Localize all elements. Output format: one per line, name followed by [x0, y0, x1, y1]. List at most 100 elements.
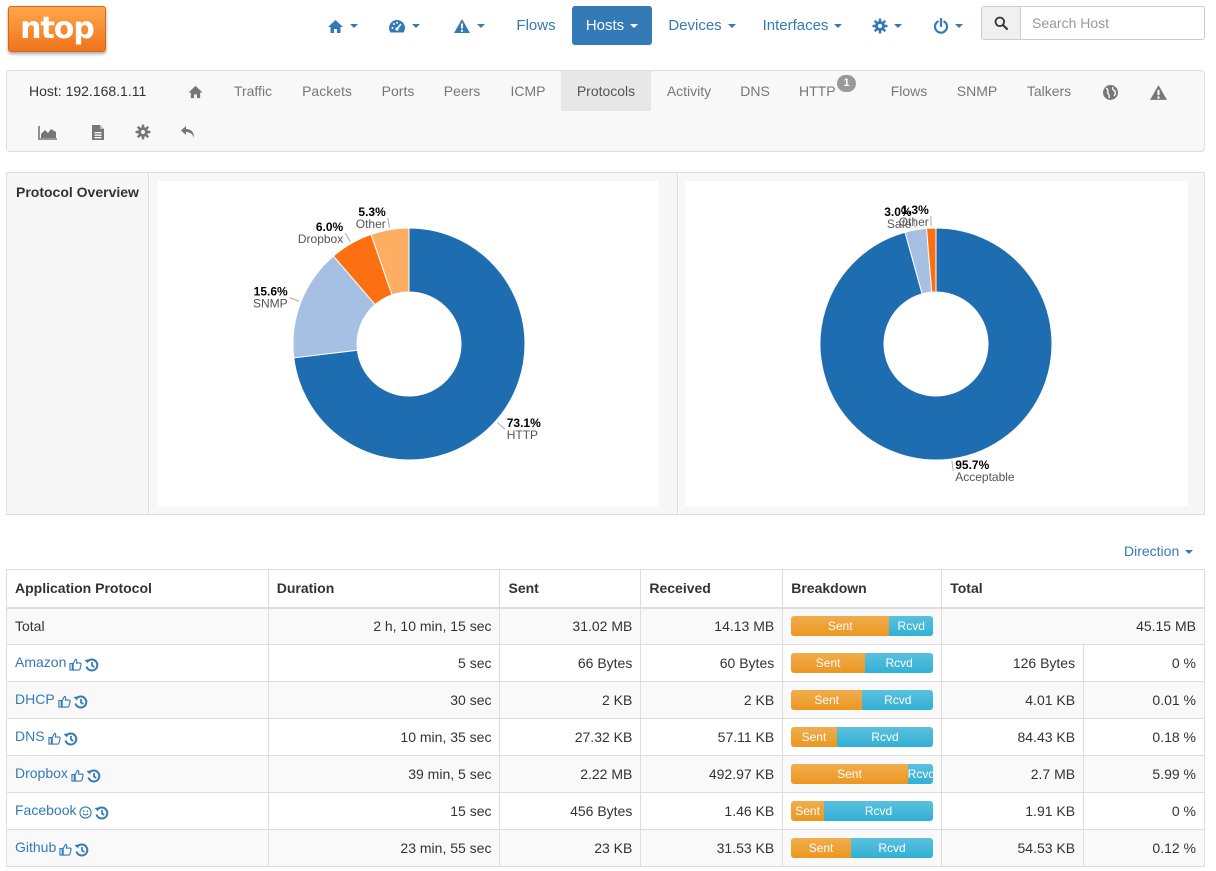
slice-other[interactable] [925, 227, 937, 293]
nav-interfaces-menu[interactable]: Interfaces [755, 6, 850, 45]
slice-name-label: Safe [887, 217, 912, 231]
nav-interfaces-label: Interfaces [762, 17, 829, 34]
protocol-link[interactable]: DNS [15, 728, 45, 745]
tab-historical-charts[interactable] [33, 111, 63, 151]
table-row: DHCP 30 sec 2 KB 2 KB Sent Rcvd 4.01 KB 0.01 % [6, 681, 1205, 719]
cell-percentage: 0.12 % [1083, 829, 1205, 867]
protocol-link[interactable]: Dropbox [15, 765, 68, 782]
slice-value-label: 95.7% [955, 458, 989, 472]
cell-breakdown: Sent Rcvd [782, 718, 943, 756]
search-button[interactable] [982, 7, 1021, 39]
nav-home-menu[interactable] [317, 6, 367, 45]
col-total[interactable]: Total [941, 569, 1205, 609]
top-navbar: ntop Flows Hosts Devices Interfaces [0, 0, 1216, 60]
slice-name-label: SNMP [253, 297, 288, 311]
tab-snmp[interactable]: SNMP [956, 83, 998, 99]
nav-alerts-menu[interactable] [441, 6, 497, 45]
label-leader-line [951, 460, 954, 471]
tab-back[interactable] [173, 111, 203, 151]
protocol-link[interactable]: Facebook [15, 802, 77, 819]
protocol-link[interactable]: DHCP [15, 691, 55, 708]
col-received[interactable]: Received [640, 569, 784, 609]
cell-total: 54.53 KB [941, 829, 1085, 867]
history-icon[interactable] [74, 843, 89, 857]
tab-traffic[interactable]: Traffic [233, 83, 273, 99]
table-row: Amazon 5 sec 66 Bytes 60 Bytes Sent Rcvd 126 B… [6, 644, 1205, 682]
tab-report[interactable] [83, 111, 113, 151]
table-row: Github 23 min, 55 sec 23 KB 31.53 KB Sent Rcv… [6, 829, 1205, 867]
slice-value-label: 15.6% [254, 285, 288, 299]
history-icon[interactable] [86, 769, 101, 783]
col-application-protocol[interactable]: Application Protocol [6, 569, 269, 609]
tab-talkers[interactable]: Talkers [1026, 83, 1072, 99]
power-icon [933, 17, 949, 34]
history-icon[interactable] [94, 806, 109, 820]
smile-icon [79, 806, 93, 819]
history-icon[interactable] [84, 658, 99, 672]
tab-ports[interactable]: Ports [381, 83, 415, 99]
cell-sent: 456 Bytes [499, 792, 642, 830]
slice-value-label: 73.1% [507, 416, 541, 430]
protocol-link[interactable]: Amazon [15, 654, 67, 671]
col-sent[interactable]: Sent [499, 569, 642, 609]
tab-flows[interactable]: Flows [890, 83, 928, 99]
col-duration[interactable]: Duration [267, 569, 501, 609]
cell-protocol: Github [6, 829, 269, 867]
direction-dropdown[interactable]: Direction [1124, 543, 1194, 559]
thumbs-up-icon [47, 733, 61, 745]
protocol-icons [69, 655, 99, 672]
nav-flows[interactable]: Flows [516, 17, 556, 34]
protocol-overview-panel: Protocol Overview 73.1% HTTP 15.6% SNMP 6.0%… [6, 172, 1205, 515]
tab-host-settings[interactable] [128, 111, 158, 151]
cell-received: 60 Bytes [640, 644, 784, 682]
protocol-link[interactable]: Github [15, 839, 57, 856]
bar-sent-segment: Sent [791, 764, 908, 784]
dashboard-icon [389, 19, 405, 33]
tab-peers[interactable]: Peers [443, 83, 481, 99]
nav-hosts-menu[interactable]: Hosts [572, 6, 652, 45]
host-home-tab[interactable] [179, 71, 211, 111]
label-leader-line [344, 232, 351, 242]
slice-acceptable[interactable] [819, 227, 1053, 461]
history-icon[interactable] [63, 732, 78, 746]
nav-power-menu[interactable] [922, 6, 974, 45]
search-host-input[interactable] [1022, 7, 1202, 39]
slice-http[interactable] [293, 227, 526, 461]
table-row-total: Total 2 h, 10 min, 15 sec 31.02 MB 14.13 MB… [6, 607, 1205, 645]
host-label: Host: 192.168.1.11 [29, 83, 147, 99]
tab-dns[interactable]: DNS [740, 83, 770, 99]
tab-alerts[interactable] [1143, 71, 1173, 111]
nav-settings-menu[interactable] [862, 6, 912, 45]
tab-protocols[interactable]: Protocols [561, 71, 651, 111]
tab-activity[interactable]: Activity [666, 83, 712, 99]
cell-sent: 31.02 MB [499, 607, 642, 645]
nav-dashboard-menu[interactable] [378, 6, 430, 45]
tab-http[interactable]: HTTP 1 [791, 71, 861, 111]
tab-icmp[interactable]: ICMP [510, 83, 546, 99]
protocol-chart-cell: 73.1% HTTP 15.6% SNMP 6.0% Dropbox 5.3% Other [150, 173, 678, 514]
cell-received: 492.97 KB [640, 755, 784, 793]
slice-other[interactable] [370, 227, 410, 296]
cell-received: 1.46 KB [640, 792, 784, 830]
breakdown-bar: Sent Rcvd [791, 838, 934, 858]
tab-packets[interactable]: Packets [302, 83, 352, 99]
history-icon[interactable] [73, 695, 88, 709]
cell-duration: 5 sec [267, 644, 501, 682]
protocol-donut-chart: 73.1%HTTP 15.6%SNMP 6.0%Dropbox 5.3%Other [158, 181, 658, 506]
bar-rcvd-segment: Rcvd [862, 690, 934, 710]
cell-sent: 2 KB [499, 681, 642, 719]
cell-total: 2.7 MB [941, 755, 1085, 793]
overview-label-cell: Protocol Overview [7, 173, 149, 514]
ntop-logo[interactable]: ntop [8, 6, 106, 52]
home-icon [188, 86, 202, 99]
bar-sent-segment: Sent [791, 801, 824, 821]
globe-icon [1102, 84, 1118, 100]
nav-devices-menu[interactable]: Devices [660, 6, 744, 45]
nav-hosts-label: Hosts [585, 17, 625, 34]
cell-duration: 23 min, 55 sec [267, 829, 501, 867]
protocol-overview-label: Protocol Overview [16, 184, 139, 200]
thumbs-up-icon [58, 696, 71, 708]
tab-geomap[interactable] [1095, 71, 1125, 111]
search-icon [994, 16, 1008, 30]
